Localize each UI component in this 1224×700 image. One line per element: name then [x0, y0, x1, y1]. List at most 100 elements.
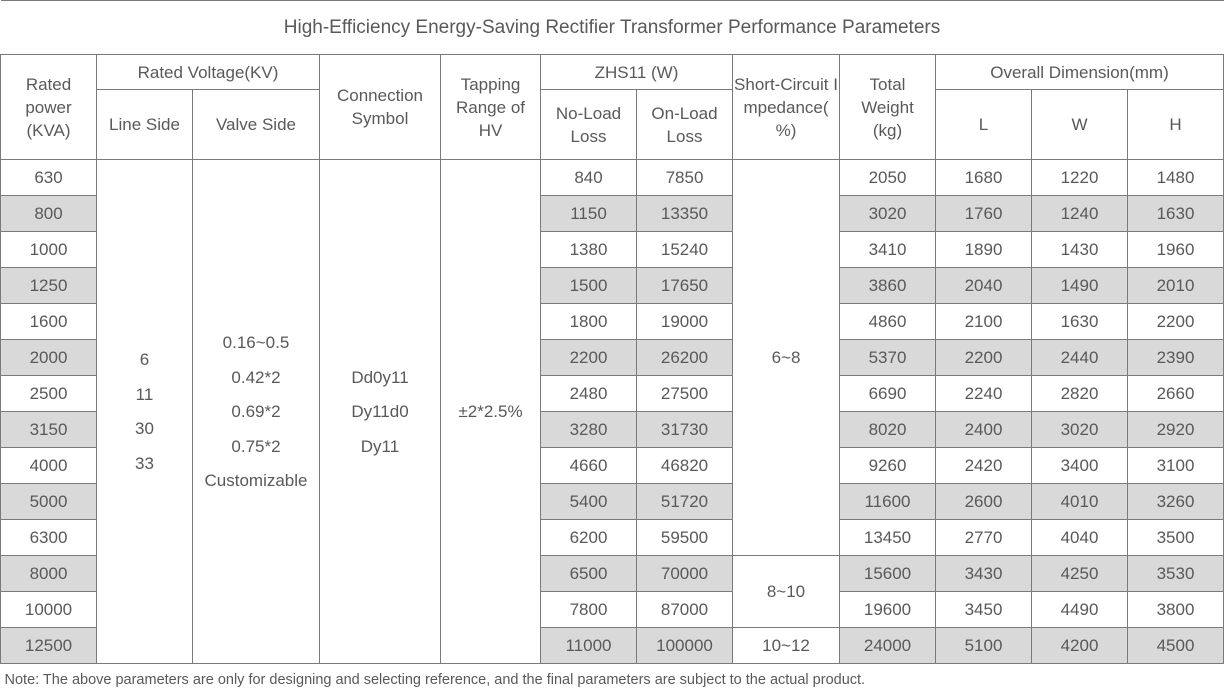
cell-on-load-loss: 46820	[636, 447, 733, 484]
cell-dim-l: 2200	[935, 339, 1032, 376]
cell-on-load-loss: 59500	[636, 519, 733, 556]
table-row: 800 1150 13350 3020 1760 1240 1630	[0, 195, 1224, 232]
header-valve-side: Valve Side	[192, 89, 320, 160]
header-connection-symbol: Connection Symbol	[319, 54, 441, 160]
cell-dim-l: 2420	[935, 447, 1032, 484]
connection-symbol-value: Dy11	[360, 436, 400, 456]
cell-total-weight: 3860	[839, 267, 936, 304]
cell-total-weight: 15600	[839, 555, 936, 592]
cell-dim-l: 3430	[935, 555, 1032, 592]
line-side-values: 6 11 30 33	[96, 159, 193, 664]
cell-dim-w: 1490	[1031, 267, 1128, 304]
impedance-value: 6~8	[732, 159, 840, 556]
cell-dim-l: 1680	[935, 159, 1032, 196]
cell-dim-w: 1430	[1031, 231, 1128, 268]
cell-dim-w: 1220	[1031, 159, 1128, 196]
cell-dim-w: 4010	[1031, 483, 1128, 520]
header-rated-power: Rated power (KVA)	[0, 54, 97, 160]
cell-dim-h: 1630	[1126, 195, 1224, 232]
cell-on-load-loss: 87000	[636, 591, 733, 628]
cell-total-weight: 3410	[839, 231, 936, 268]
cell-dim-h: 1480	[1126, 159, 1224, 196]
cell-dim-w: 4200	[1031, 627, 1128, 664]
header-impedance: Short-Circuit Impedance( %)	[732, 54, 840, 160]
table-title: High-Efficiency Energy-Saving Rectifier …	[0, 0, 1224, 55]
cell-dim-w: 2440	[1031, 339, 1128, 376]
cell-dim-h: 2200	[1126, 303, 1224, 340]
cell-total-weight: 24000	[839, 627, 936, 664]
cell-dim-h: 2390	[1126, 339, 1224, 376]
cell-no-load-loss: 1800	[540, 303, 637, 340]
header-rated-voltage: Rated Voltage(KV)	[96, 54, 320, 90]
cell-dim-w: 3020	[1031, 411, 1128, 448]
cell-dim-w: 4040	[1031, 519, 1128, 556]
cell-rated-power: 3150	[0, 411, 97, 448]
valve-side-value: 0.42*2	[231, 367, 281, 387]
cell-dim-h: 1960	[1126, 231, 1224, 268]
cell-total-weight: 3020	[839, 195, 936, 232]
cell-dim-l: 2240	[935, 375, 1032, 412]
cell-total-weight: 4860	[839, 303, 936, 340]
valve-side-value: 0.69*2	[231, 402, 281, 421]
cell-rated-power: 2000	[0, 339, 97, 376]
cell-no-load-loss: 4660	[540, 447, 637, 484]
tapping-range-value: ±2*2.5%	[440, 159, 541, 664]
cell-rated-power: 8000	[0, 555, 97, 592]
cell-dim-l: 2770	[935, 519, 1032, 556]
cell-no-load-loss: 840	[540, 159, 637, 196]
cell-on-load-loss: 19000	[636, 303, 733, 340]
cell-on-load-loss: 7850	[636, 159, 733, 196]
header-on-load-loss: On-Load Loss	[636, 89, 733, 160]
cell-rated-power: 2500	[0, 375, 97, 412]
impedance-value: 10~12	[732, 627, 840, 664]
cell-no-load-loss: 7800	[540, 591, 637, 628]
cell-on-load-loss: 15240	[636, 231, 733, 268]
cell-dim-h: 3100	[1126, 447, 1224, 484]
cell-no-load-loss: 5400	[540, 483, 637, 520]
cell-dim-w: 1630	[1031, 303, 1128, 340]
cell-rated-power: 1250	[0, 267, 97, 304]
cell-rated-power: 630	[0, 159, 97, 196]
cell-on-load-loss: 26200	[636, 339, 733, 376]
cell-total-weight: 19600	[839, 591, 936, 628]
connection-symbol-value: Dy11d0	[351, 402, 409, 421]
cell-total-weight: 11600	[839, 483, 936, 520]
table-row: 630 6 11 30 33 0.16~0.5 0.42*2 0.69*2 0.75*2 Cust…	[0, 159, 1224, 664]
header-dim-l: L	[935, 89, 1032, 160]
line-side-value: 11	[135, 384, 154, 404]
cell-no-load-loss: 6200	[540, 519, 637, 556]
cell-on-load-loss: 27500	[636, 375, 733, 412]
cell-total-weight: 8020	[839, 411, 936, 448]
cell-total-weight: 9260	[839, 447, 936, 484]
cell-no-load-loss: 1380	[540, 231, 637, 268]
cell-rated-power: 1000	[0, 231, 97, 268]
header-overall-dimension: Overall Dimension(mm)	[934, 54, 1224, 90]
cell-rated-power: 5000	[0, 483, 97, 520]
header-tapping-range: Tapping Range of HV	[440, 54, 541, 160]
cell-no-load-loss: 1500	[540, 267, 637, 304]
cell-rated-power: 6300	[0, 519, 97, 556]
cell-on-load-loss: 17650	[636, 267, 733, 304]
line-side-value: 30	[135, 419, 154, 439]
cell-dim-l: 3450	[935, 591, 1032, 628]
valve-side-value: 0.16~0.5	[222, 333, 290, 352]
cell-dim-w: 1240	[1031, 195, 1128, 232]
valve-side-values: 0.16~0.5 0.42*2 0.69*2 0.75*2 Customizable	[192, 159, 320, 664]
cell-rated-power: 1600	[0, 303, 97, 340]
cell-dim-w: 3400	[1031, 447, 1128, 484]
header-no-load-loss: No-Load Loss	[540, 89, 637, 160]
cell-total-weight: 5370	[839, 339, 936, 376]
cell-dim-w: 4250	[1031, 555, 1128, 592]
cell-dim-h: 3530	[1126, 555, 1224, 592]
cell-dim-h: 3500	[1126, 519, 1224, 556]
line-side-value: 33	[135, 453, 154, 473]
cell-rated-power: 4000	[0, 447, 97, 484]
cell-dim-l: 5100	[935, 627, 1032, 664]
header-line-side: Line Side	[96, 89, 193, 160]
impedance-value: 8~10	[732, 555, 840, 628]
cell-dim-h: 2660	[1126, 375, 1224, 412]
cell-no-load-loss: 11000	[540, 627, 637, 664]
note-row: Note: The above parameters are only for …	[0, 663, 1224, 697]
